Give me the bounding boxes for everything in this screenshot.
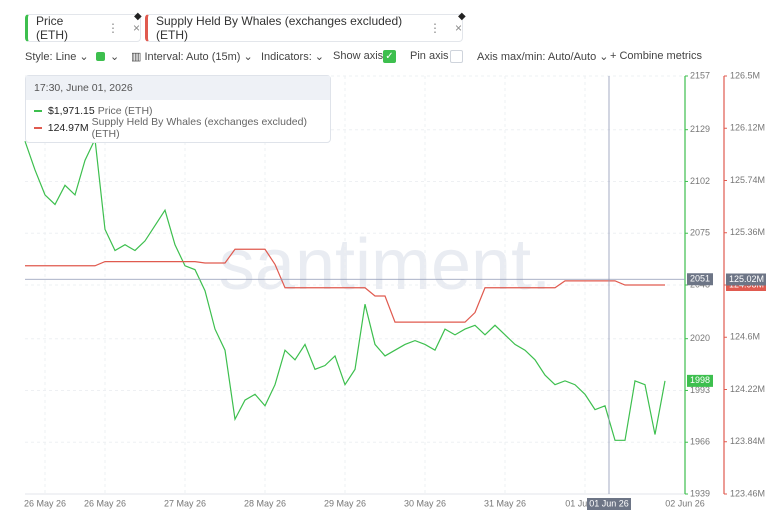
tooltip-time: 17:30, June 01, 2026 bbox=[26, 76, 330, 100]
x-tick-label: 27 May 26 bbox=[164, 498, 206, 508]
eth-icon: ◆ bbox=[134, 11, 142, 22]
y-tick-label: 2129 bbox=[690, 124, 710, 134]
close-icon[interactable]: × bbox=[454, 21, 462, 35]
menu-icon[interactable]: ⋮ bbox=[428, 21, 441, 35]
color-swatch[interactable] bbox=[96, 52, 105, 61]
y-tick-label: 1993 bbox=[690, 385, 710, 395]
y2-tick-label: 125.74M bbox=[730, 175, 765, 185]
menu-icon[interactable]: ⋮ bbox=[106, 21, 119, 35]
label: Style: Line bbox=[25, 51, 77, 63]
combine-button[interactable]: + Combine metrics bbox=[610, 50, 703, 62]
last-value-label: 1998 bbox=[690, 375, 710, 385]
x-tick-label: 28 May 26 bbox=[244, 498, 286, 508]
tooltip-name: Price (ETH) bbox=[97, 105, 153, 117]
show-axis-checkbox[interactable]: ✓ bbox=[383, 50, 396, 63]
watermark: santiment. bbox=[219, 225, 551, 305]
y-tick-label: 1939 bbox=[690, 488, 710, 498]
y-tick-label: 2075 bbox=[690, 228, 710, 238]
crosshair-x-label-bg bbox=[587, 498, 631, 510]
crosshair-x-label: 01 Jun 26 bbox=[589, 498, 629, 508]
last-value-label-bg bbox=[687, 374, 713, 387]
eth-icon: ◆ bbox=[458, 11, 466, 22]
tab-label: Supply Held By Whales (exchanges exclude… bbox=[156, 14, 403, 42]
x-tick-label: 29 May 26 bbox=[324, 498, 366, 508]
swatch bbox=[34, 127, 42, 129]
swatch bbox=[34, 110, 42, 112]
label: Axis max/min: Auto/Auto bbox=[477, 51, 597, 63]
close-icon[interactable]: × bbox=[132, 21, 140, 35]
interval-select[interactable]: ▥ Interval: Auto (15m) ⌄ bbox=[131, 51, 253, 63]
y2-tick-label: 126.5M bbox=[730, 70, 760, 80]
x-tick-label: 02 Jun 26 bbox=[665, 498, 705, 508]
y-tick-label: 2102 bbox=[690, 176, 710, 186]
indicators-select[interactable]: Indicators: ⌄ bbox=[261, 51, 325, 63]
tooltip-value: 124.97M bbox=[47, 122, 89, 134]
style-select[interactable]: Style: Line ⌄ bbox=[25, 51, 89, 63]
y2-tick-label: 124.22M bbox=[730, 384, 765, 394]
series-line bbox=[25, 248, 665, 323]
tooltip-value: $1,971.15 bbox=[48, 105, 95, 117]
pin-axis-checkbox[interactable] bbox=[450, 50, 463, 63]
y-tick-label: 1966 bbox=[690, 437, 710, 447]
tooltip: 17:30, June 01, 2026 $1,971.15 Price (ET… bbox=[25, 75, 331, 143]
crosshair-y2-label-bg bbox=[726, 273, 766, 286]
pin-axis-label[interactable]: Pin axis bbox=[410, 50, 449, 62]
x-tick-label: 01 Jun 26 bbox=[565, 498, 605, 508]
y-tick-label: 2020 bbox=[690, 333, 710, 343]
y2-tick-label: 124.6M bbox=[730, 332, 760, 342]
dropdown-icon[interactable]: ⌄ bbox=[110, 51, 120, 63]
series-line bbox=[24, 137, 666, 441]
tab-label: Price (ETH) bbox=[36, 14, 68, 42]
show-axis-label[interactable]: Show axis bbox=[333, 50, 384, 62]
crosshair-y-label-bg bbox=[687, 273, 713, 286]
label: Combine metrics bbox=[619, 50, 703, 62]
tooltip-row: $1,971.15 Price (ETH) bbox=[26, 103, 330, 119]
tooltip-row: 124.97M Supply Held By Whales (exchanges… bbox=[26, 116, 330, 140]
x-tick-label: 30 May 26 bbox=[404, 498, 446, 508]
metric-tab[interactable]: Supply Held By Whales (exchanges exclude… bbox=[145, 14, 463, 42]
x-tick-label: 26 May 26 bbox=[84, 498, 126, 508]
x-tick-label: 26 May 26 bbox=[24, 498, 66, 508]
y2-tick-label: 126.12M bbox=[730, 123, 765, 133]
y2-tick-label: 123.46M bbox=[730, 488, 765, 498]
label: Indicators: bbox=[261, 51, 312, 63]
y2-tick-label: 125.36M bbox=[730, 227, 765, 237]
tooltip-name: Supply Held By Whales (exchanges exclude… bbox=[91, 116, 307, 140]
y2-tick-label: 123.84M bbox=[730, 436, 765, 446]
x-tick-label: 31 May 26 bbox=[484, 498, 526, 508]
y-tick-label: 2157 bbox=[690, 70, 710, 80]
axis-minmax-select[interactable]: Axis max/min: Auto/Auto ⌄ bbox=[477, 51, 609, 63]
label: Interval: Auto (15m) bbox=[144, 51, 241, 63]
crosshair-y2-label: 125.02M bbox=[729, 274, 764, 284]
crosshair-y-label: 2051 bbox=[690, 274, 710, 284]
metric-tab[interactable]: Price (ETH) ⋮ × bbox=[25, 14, 141, 42]
